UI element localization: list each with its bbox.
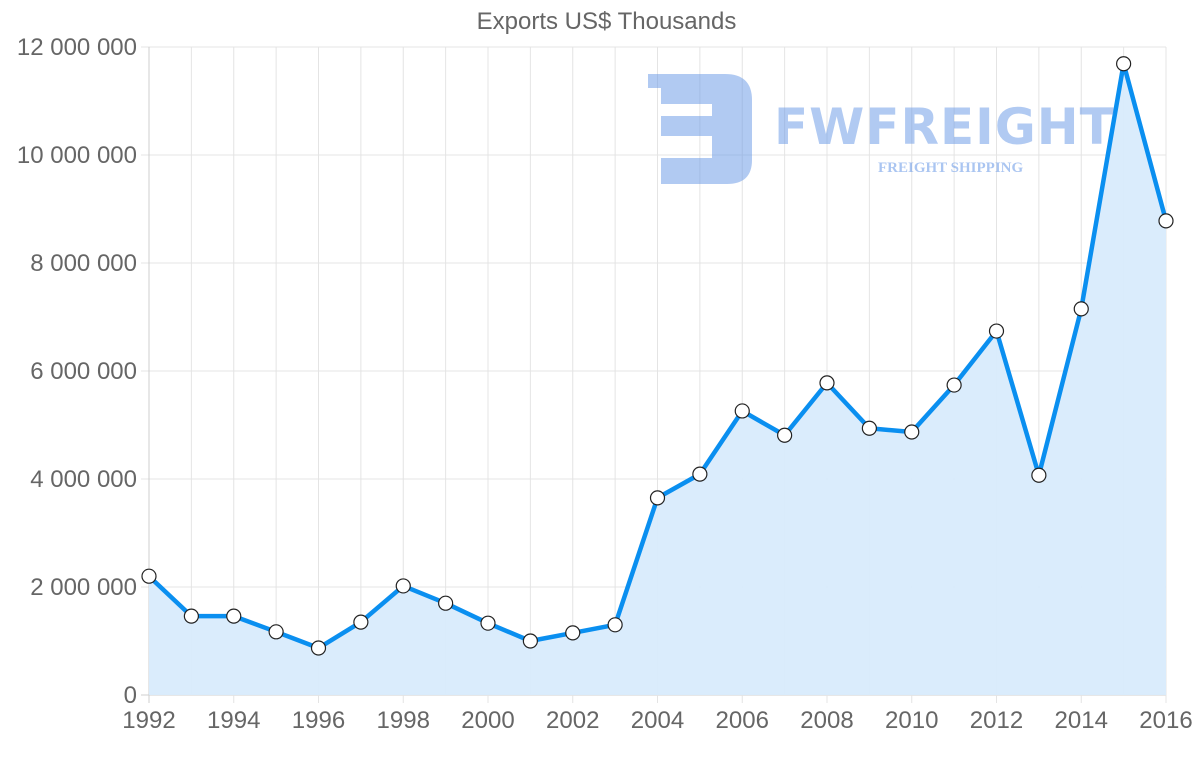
x-tick-label: 2002 — [546, 707, 599, 734]
data-point[interactable] — [268, 624, 284, 640]
data-point[interactable] — [861, 420, 877, 436]
fwfreight-logo-icon — [648, 74, 752, 184]
x-tick-label: 1994 — [207, 707, 260, 734]
data-point[interactable] — [395, 578, 411, 594]
data-point[interactable] — [1073, 301, 1089, 317]
data-point[interactable] — [777, 427, 793, 443]
data-point[interactable] — [480, 615, 496, 631]
x-tick-label: 2004 — [631, 707, 684, 734]
y-axis: 0 2 000 000 4 000 000 6 000 000 8 000 000 10 … — [17, 34, 137, 709]
x-axis: 1992 1994 1996 1998 2000 2002 2004 2006 2008 2010… — [122, 707, 1192, 734]
data-point[interactable] — [522, 633, 538, 649]
area-fill — [149, 63, 1166, 696]
data-point[interactable] — [1031, 467, 1047, 483]
data-point[interactable] — [649, 490, 666, 506]
data-point[interactable] — [438, 595, 454, 611]
y-tick-label: 12 000 000 — [17, 34, 137, 61]
data-point[interactable] — [1116, 56, 1132, 72]
data-point[interactable] — [692, 466, 708, 482]
x-tick-label: 2008 — [800, 707, 853, 734]
y-tick-label: 8 000 000 — [30, 250, 137, 277]
data-point[interactable] — [1158, 213, 1174, 229]
y-tick-label: 0 — [124, 682, 137, 709]
data-point[interactable] — [734, 403, 750, 419]
chart-title: Exports US$ Thousands — [476, 8, 737, 35]
x-tick-label: 1992 — [122, 707, 175, 734]
y-tick-label: 10 000 000 — [17, 142, 137, 169]
watermark-tagline: FREIGHT SHIPPING — [878, 160, 1024, 176]
data-point[interactable] — [904, 424, 920, 440]
data-point[interactable] — [310, 640, 327, 656]
y-tick-label: 2 000 000 — [30, 574, 137, 601]
watermark-brand: FWFREIGHT — [774, 98, 1115, 156]
data-point[interactable] — [353, 614, 369, 630]
data-point[interactable] — [819, 375, 835, 391]
x-tick-label: 1996 — [292, 707, 345, 734]
data-points — [141, 56, 1174, 656]
x-tick-label: 2016 — [1139, 707, 1192, 734]
data-point[interactable] — [988, 323, 1005, 339]
data-point[interactable] — [607, 617, 623, 633]
x-tick-label: 2000 — [461, 707, 514, 734]
data-point[interactable] — [183, 608, 199, 624]
data-point[interactable] — [141, 568, 157, 584]
y-tick-label: 6 000 000 — [30, 358, 137, 385]
y-tick-label: 4 000 000 — [30, 466, 137, 493]
data-point[interactable] — [946, 377, 962, 393]
x-tick-label: 2012 — [970, 707, 1023, 734]
x-tick-label: 1998 — [377, 707, 430, 734]
data-point[interactable] — [226, 608, 242, 624]
data-point[interactable] — [565, 625, 581, 641]
x-tick-label: 2006 — [716, 707, 769, 734]
x-tick-label: 2014 — [1055, 707, 1108, 734]
x-tick-label: 2010 — [885, 707, 938, 734]
